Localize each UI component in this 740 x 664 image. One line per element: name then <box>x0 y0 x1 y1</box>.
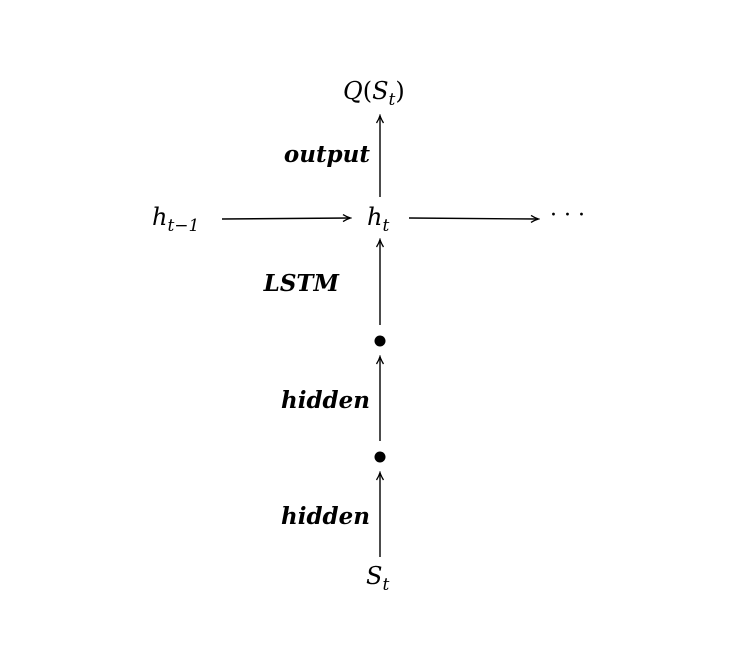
q-output-node: Q(St) <box>343 77 405 110</box>
hidden-node-lower <box>374 451 386 463</box>
arrow-ht-to-next <box>408 218 538 219</box>
ellipsis-node: · · · <box>550 203 585 228</box>
edge-label-hidden-upper: hidden <box>281 387 370 414</box>
edge-label-output: output <box>284 141 370 168</box>
h-current-node: ht <box>367 203 389 236</box>
arrow-hprev-to-ht <box>221 218 350 219</box>
s-input-node: St <box>366 562 389 595</box>
edge-label-hidden-lower: hidden <box>281 503 370 530</box>
hidden-node-upper <box>374 335 386 347</box>
edge-label-lstm: LSTM <box>263 270 341 297</box>
h-prev-node: ht−1 <box>152 203 199 236</box>
